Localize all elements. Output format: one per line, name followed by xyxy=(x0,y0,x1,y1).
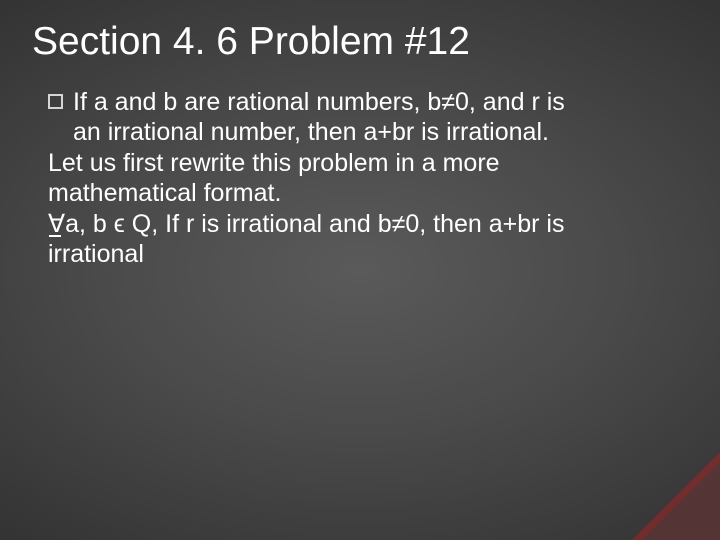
line-4-q: Q, xyxy=(125,210,158,238)
slide-body: If a and b are rational numbers, b≠0, an… xyxy=(48,87,690,270)
slide-title: Section 4. 6 Problem #12 xyxy=(32,20,690,65)
forall-symbol: ∀ xyxy=(48,209,65,240)
slide: Section 4. 6 Problem #12 If a and b are … xyxy=(0,0,720,540)
line-3: mathematical format. xyxy=(48,179,281,207)
element-of-symbol: ϵ xyxy=(114,210,125,238)
line-2: Let us first rewrite this problem in a m… xyxy=(48,149,500,177)
bullet-line-1a: If a and b are rational numbers, b≠0, an… xyxy=(73,88,565,116)
corner-accent-icon xyxy=(632,452,720,540)
bullet-item: If a and b are rational numbers, b≠0, an… xyxy=(48,87,690,148)
bullet-line-1b: an irrational number, then a+br is irrat… xyxy=(73,118,549,146)
bullet-text: If a and b are rational numbers, b≠0, an… xyxy=(73,87,690,148)
line-4-ab: a, b xyxy=(65,210,114,238)
line-5: irrational xyxy=(48,240,144,268)
line-4-rest: If r is irrational and b≠0, then a+br is xyxy=(158,210,564,238)
bullet-square-icon xyxy=(48,94,63,109)
paragraph-rewrite: Let us first rewrite this problem in a m… xyxy=(48,148,690,270)
